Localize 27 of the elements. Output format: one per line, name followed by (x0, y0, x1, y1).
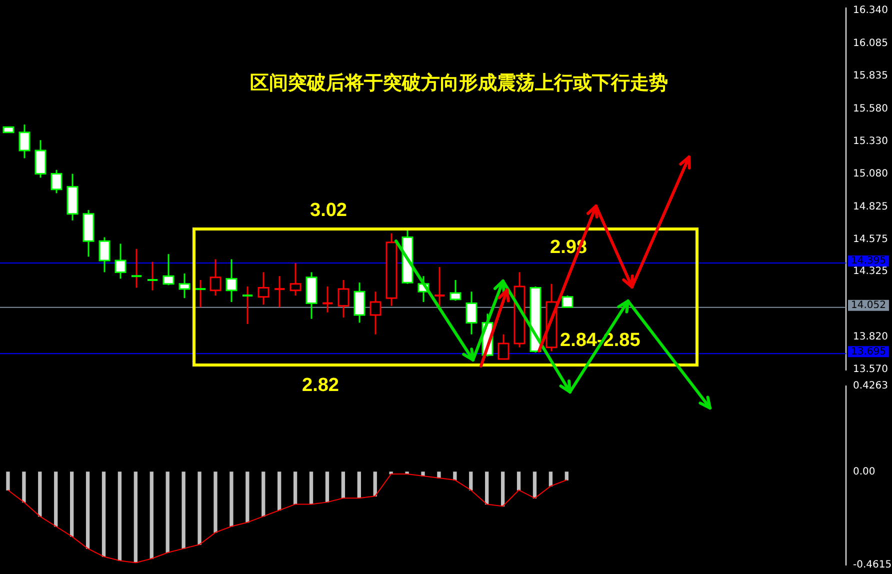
y-tick-label: -0.4615 (853, 560, 892, 571)
candlestick (146, 261, 158, 292)
y-tick-label: 15.835 (853, 70, 888, 82)
y-tick-label: 13.570 (853, 364, 888, 375)
annotation: 3.02 (310, 200, 347, 222)
y-tick-label: 13.820 (853, 332, 888, 343)
ref-line-label: 13.695 (851, 346, 886, 358)
annotation: 2.82 (302, 375, 339, 397)
ref-line-label: 14.395 (851, 256, 886, 267)
y-tick-label: 16.085 (853, 38, 888, 50)
y-tick-label: 0.4263 (853, 380, 888, 392)
candlestick (242, 286, 254, 325)
candlestick (274, 275, 286, 308)
ref-line-label: 14.052 (851, 300, 886, 312)
y-tick-label: 15.580 (853, 104, 888, 115)
y-tick-label: 14.575 (853, 234, 888, 245)
y-tick-label: 15.080 (853, 168, 888, 180)
candlestick (130, 248, 142, 289)
candlestick (434, 266, 446, 308)
y-tick-label: 0.00 (853, 466, 876, 478)
candlestick (322, 286, 334, 314)
y-tick-label: 14.825 (853, 201, 888, 212)
y-tick-label: 16.340 (853, 5, 888, 16)
y-tick-label: 15.330 (853, 136, 888, 147)
candlestick (194, 279, 206, 308)
text: 区间突破后将于突破方向形成震荡上行或下行走势 (250, 71, 668, 96)
y-tick-label: 14.325 (853, 266, 888, 278)
